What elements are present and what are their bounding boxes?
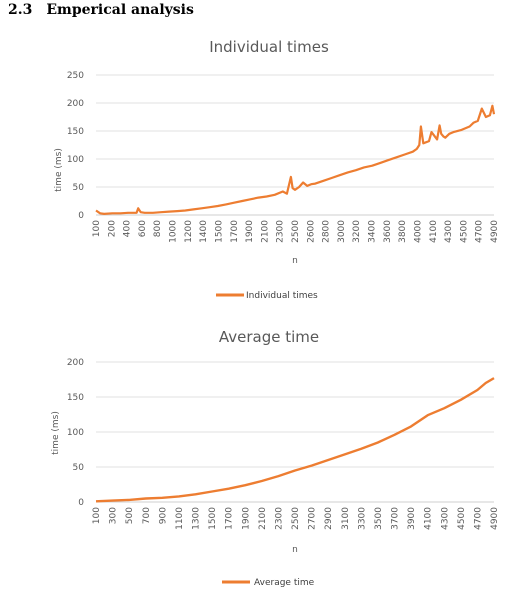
- y-tick-label: 100: [67, 428, 84, 438]
- plot-area: 0 50 100 150 200 100 300 500 700 900 1100 1300 1500 1…: [67, 358, 500, 530]
- x-tick-label: 1400: [199, 220, 209, 243]
- y-tick-label: 50: [73, 463, 85, 473]
- y-tick-label: 100: [67, 155, 84, 165]
- x-tick-label: 100: [92, 507, 102, 524]
- x-tick-label: 800: [153, 220, 163, 237]
- x-tick-label: 4300: [444, 220, 454, 243]
- x-tick-label: 3600: [383, 220, 393, 243]
- x-tick-label: 4700: [473, 507, 483, 530]
- x-tick-label: 600: [138, 220, 148, 237]
- x-tick-label: 100: [92, 220, 102, 237]
- x-tick-label: 3000: [337, 220, 347, 243]
- x-tick-label: 3900: [407, 507, 417, 530]
- x-tick-label: 1500: [214, 220, 224, 243]
- x-tick-label: 4500: [457, 507, 467, 530]
- x-tick-label: 300: [109, 507, 119, 524]
- x-tick-label: 4900: [490, 220, 500, 243]
- y-tick-label: 150: [67, 393, 84, 403]
- y-axis-label: time (ms): [54, 148, 64, 192]
- x-tick-label: 2500: [291, 220, 301, 243]
- y-tick-label: 150: [67, 127, 84, 137]
- x-tick-label: 700: [142, 507, 152, 524]
- x-tick-label: 3200: [352, 220, 362, 243]
- x-tick-label: 2300: [276, 220, 286, 243]
- series-line: [95, 104, 496, 215]
- average-time-chart: Average time 0 50 100 150 200 100 300 500 700 900…: [51, 328, 500, 588]
- plot-area: 0 50 100 150 200 250 100 200 400 600 800 1000 1200 14…: [67, 71, 500, 243]
- x-tick-label: 4700: [475, 220, 485, 243]
- x-tick-label: 3100: [341, 507, 351, 530]
- x-tick-label: 3400: [368, 220, 378, 243]
- y-tick-label: 200: [67, 358, 84, 368]
- x-tick-label: 1300: [192, 507, 202, 530]
- legend: Individual times: [216, 291, 318, 301]
- x-tick-label: 1900: [245, 220, 255, 243]
- x-tick-label: 2100: [260, 220, 270, 243]
- x-tick-label: 1900: [241, 507, 251, 530]
- x-tick-label: 400: [123, 220, 133, 237]
- legend: Average time: [222, 578, 315, 588]
- y-tick-label: 0: [78, 211, 84, 221]
- legend-label: Average time: [254, 578, 315, 588]
- individual-times-chart: Individual times 0 50 100 150 200 250 100 200 40…: [54, 38, 500, 301]
- x-tick-label: 200: [107, 220, 117, 237]
- x-tick-label: 4900: [490, 507, 500, 530]
- x-tick-label: 500: [125, 507, 135, 524]
- x-axis-label: n: [292, 545, 298, 555]
- section-number: 2.3: [8, 2, 33, 18]
- series-line: [95, 377, 495, 503]
- x-axis-label: n: [292, 256, 298, 266]
- section-title: Emperical analysis: [46, 2, 194, 18]
- x-tick-label: 3300: [357, 507, 367, 530]
- chart-title: Individual times: [209, 38, 329, 56]
- chart-title: Average time: [219, 328, 319, 346]
- x-tick-label: 4500: [459, 220, 469, 243]
- x-tick-label: 2100: [258, 507, 268, 530]
- x-tick-label: 4100: [424, 507, 434, 530]
- x-tick-label: 2500: [291, 507, 301, 530]
- x-tick-label: 3700: [391, 507, 401, 530]
- x-tick-label: 1500: [208, 507, 218, 530]
- x-tick-label: 1700: [225, 507, 235, 530]
- section-heading: 2.3 Emperical analysis: [8, 2, 194, 18]
- x-tick-label: 1200: [184, 220, 194, 243]
- legend-label: Individual times: [246, 291, 318, 301]
- x-tick-label: 3500: [374, 507, 384, 530]
- x-tick-label: 4000: [413, 220, 423, 243]
- x-tick-label: 2600: [306, 220, 316, 243]
- x-tick-label: 1000: [169, 220, 179, 243]
- y-tick-label: 0: [78, 498, 84, 508]
- x-tick-label: 4100: [429, 220, 439, 243]
- x-tick-label: 2300: [274, 507, 284, 530]
- y-tick-label: 250: [67, 71, 84, 81]
- x-tick-label: 4300: [440, 507, 450, 530]
- x-tick-label: 3800: [398, 220, 408, 243]
- y-axis-label: time (ms): [51, 411, 61, 455]
- x-tick-label: 1100: [175, 507, 185, 530]
- y-tick-label: 50: [73, 183, 85, 193]
- x-tick-label: 900: [158, 507, 168, 524]
- x-tick-label: 2700: [308, 507, 318, 530]
- x-tick-label: 2800: [322, 220, 332, 243]
- x-tick-label: 1700: [230, 220, 240, 243]
- y-tick-label: 200: [67, 99, 84, 109]
- x-tick-label: 2900: [324, 507, 334, 530]
